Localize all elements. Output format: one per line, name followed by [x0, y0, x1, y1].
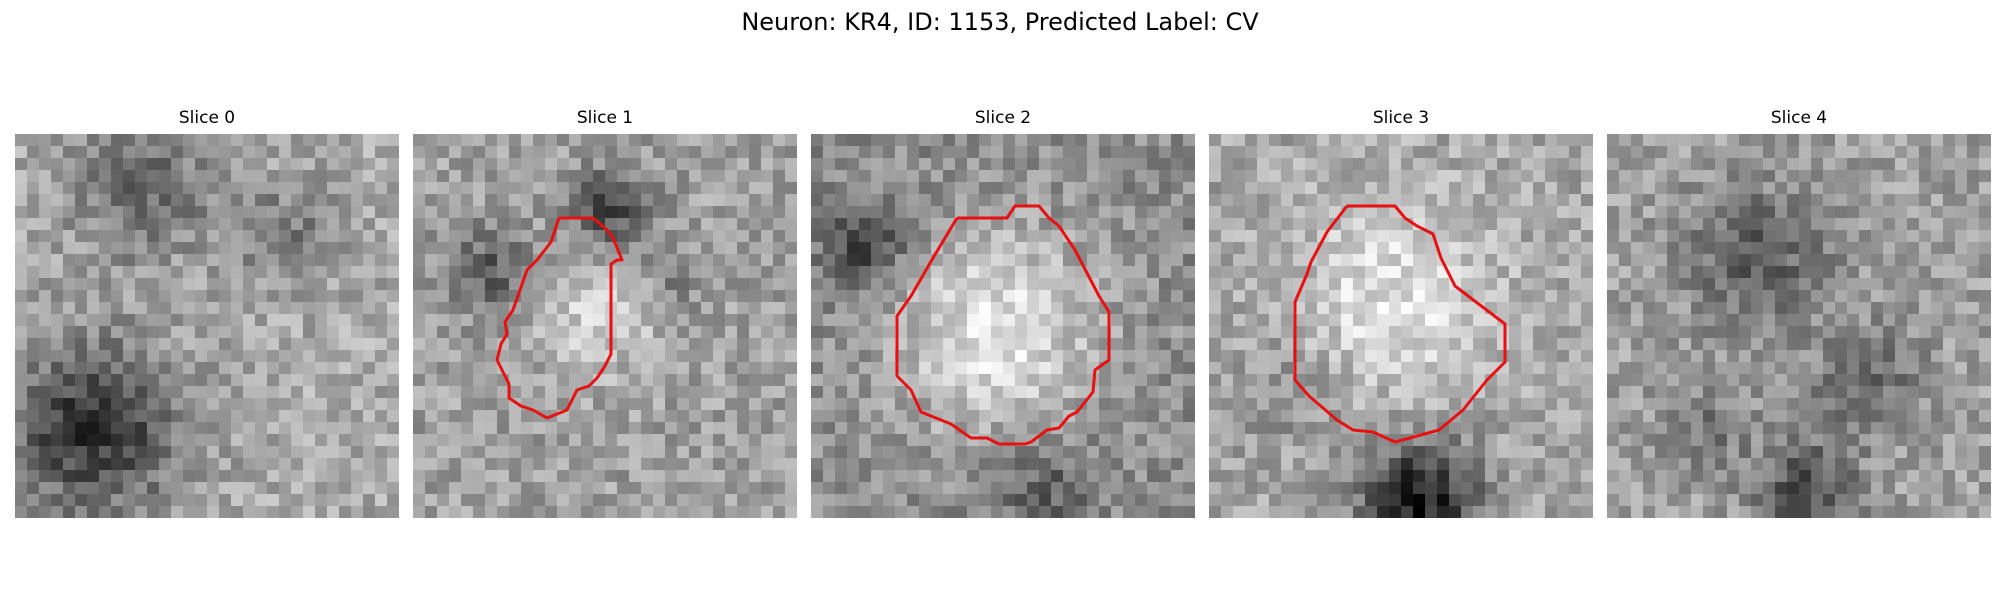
- slice-title: Slice 2: [974, 108, 1032, 128]
- slice-title: Slice 0: [178, 108, 236, 128]
- slice-title: Slice 4: [1770, 108, 1828, 128]
- cell-contour: [1293, 204, 1507, 444]
- microscopy-pixels: [413, 134, 797, 518]
- slice-panel-2: Slice 2: [811, 106, 1195, 530]
- microscopy-pixels: [1607, 134, 1991, 518]
- slice-panel-3: Slice 3: [1209, 106, 1593, 530]
- slice-title: Slice 3: [1372, 108, 1430, 128]
- slice-image: [811, 134, 1195, 518]
- slice-image: [413, 134, 797, 518]
- slice-image: [15, 134, 399, 518]
- microscopy-pixels: [15, 134, 399, 518]
- cell-contour-line: [495, 216, 624, 420]
- cell-contour-line: [1293, 204, 1507, 444]
- microscopy-pixels: [1209, 134, 1593, 518]
- microscopy-pixels: [811, 134, 1195, 518]
- figure-title: Neuron: KR4, ID: 1153, Predicted Label: …: [741, 8, 1259, 36]
- slice-panel-0: Slice 0: [15, 106, 399, 530]
- slice-title: Slice 1: [576, 108, 634, 128]
- cell-contour-line: [895, 204, 1111, 446]
- slice-image: [1209, 134, 1593, 518]
- slice-panel-4: Slice 4: [1607, 106, 1991, 530]
- cell-contour: [495, 216, 624, 420]
- cell-contour: [895, 204, 1111, 446]
- slice-image: [1607, 134, 1991, 518]
- slice-panel-1: Slice 1: [413, 106, 797, 530]
